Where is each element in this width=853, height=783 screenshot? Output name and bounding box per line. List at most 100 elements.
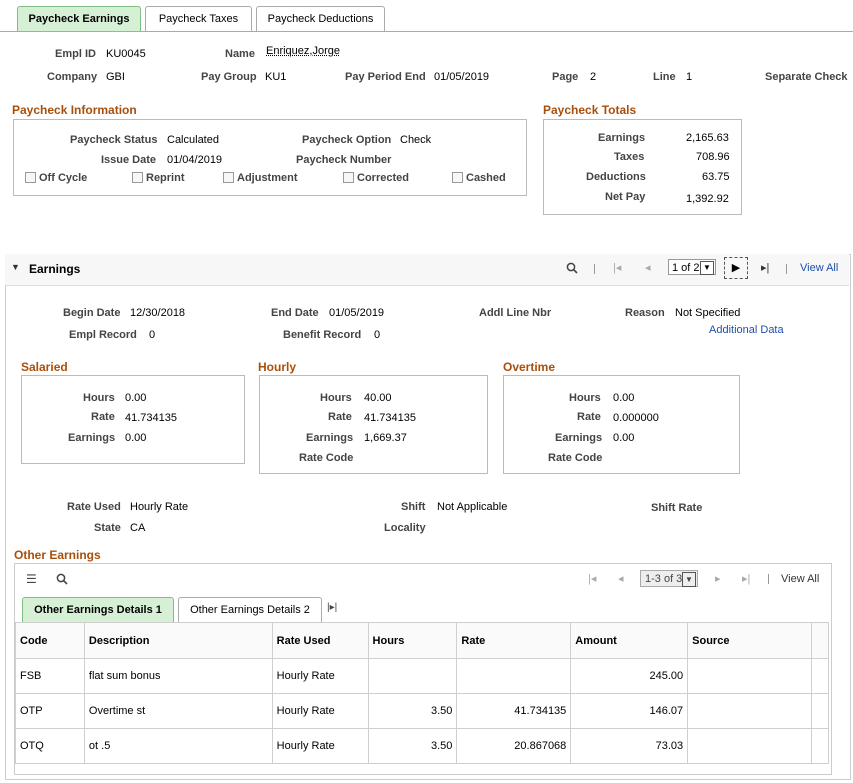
hourly-rate-code-label: Rate Code (299, 452, 354, 464)
page-value: 2 (590, 71, 597, 83)
cell-rate-used: Hourly Rate (271, 728, 369, 764)
cell-amount: 73.03 (570, 728, 689, 764)
earnings-header (5, 254, 849, 286)
search-icon[interactable] (56, 573, 68, 585)
previous-page-icon[interactable]: ◂ (618, 573, 624, 585)
additional-data-link[interactable]: Additional Data (709, 324, 784, 336)
pay-group-label: Pay Group (201, 71, 257, 83)
search-icon[interactable] (566, 262, 578, 274)
benefit-record-label: Benefit Record (283, 329, 362, 341)
last-page-icon[interactable]: ▸| (742, 573, 751, 585)
begin-date-label: Begin Date (63, 307, 121, 319)
other-earnings-view-all-link[interactable]: View All (781, 573, 820, 585)
previous-page-icon[interactable]: ◂ (645, 262, 651, 274)
salaried-hours-value: 0.00 (125, 392, 147, 404)
line-label: Line (653, 71, 676, 83)
collapse-triangle-icon[interactable]: ▼ (11, 262, 20, 272)
separator (594, 264, 595, 274)
totals-earnings-value: 2,165.63 (686, 132, 729, 144)
last-page-icon[interactable]: ▸| (761, 262, 770, 274)
empl-record-label: Empl Record (69, 329, 137, 341)
salaried-title: Salaried (21, 360, 68, 374)
pay-group-value: KU1 (265, 71, 287, 83)
begin-date-value: 12/30/2018 (130, 307, 186, 319)
other-earnings-pager-select[interactable]: 1-3 of 3 ▼ (640, 570, 698, 587)
salaried-earnings-label: Earnings (68, 432, 116, 444)
separator (768, 574, 769, 584)
first-page-icon[interactable]: |◂ (613, 262, 622, 274)
name-label: Name (225, 48, 255, 60)
shift-label: Shift (401, 501, 426, 513)
column-header-rate[interactable]: Rate (456, 622, 572, 659)
next-page-icon[interactable]: ▶ (724, 257, 748, 279)
paycheck-status-label: Paycheck Status (70, 134, 158, 146)
salaried-rate-label: Rate (91, 411, 115, 423)
shift-value: Not Applicable (437, 501, 508, 513)
corrected-label: Corrected (357, 172, 409, 184)
earnings-title: Earnings (29, 262, 81, 276)
addl-line-nbr-label: Addl Line Nbr (479, 307, 552, 319)
reprint-checkbox (132, 172, 143, 183)
totals-earnings-label: Earnings (598, 132, 646, 144)
company-label: Company (47, 71, 98, 83)
tab-paycheck-earnings[interactable]: Paycheck Earnings (17, 6, 141, 31)
other-earnings-table: Code Description Rate Used Hours Rate Am… (15, 622, 830, 764)
adjustment-label: Adjustment (237, 172, 298, 184)
earnings-pager-select[interactable]: 1 of 2 ▼ (668, 259, 716, 275)
cell-code: FSB (15, 658, 85, 694)
cell-source (687, 658, 812, 694)
state-label: State (94, 522, 121, 534)
cell-spacer (810, 658, 830, 694)
cell-rate-used: Hourly Rate (271, 693, 369, 729)
company-value: GBI (106, 71, 125, 83)
overtime-hours-label: Hours (569, 392, 601, 404)
cell-rate: 20.867068 (456, 728, 572, 764)
end-date-value: 01/05/2019 (329, 307, 385, 319)
show-all-columns-icon[interactable]: |▸| (327, 602, 338, 613)
paycheck-information-box (13, 119, 527, 196)
cell-rate-used: Hourly Rate (271, 658, 369, 694)
tab-other-earnings-details-1[interactable]: Other Earnings Details 1 (22, 597, 174, 623)
personalize-grid-icon[interactable]: ☰ (26, 572, 37, 586)
paycheck-information-title: Paycheck Information (12, 103, 137, 117)
separator (786, 264, 787, 274)
salaried-hours-label: Hours (83, 392, 115, 404)
salaried-rate-value: 41.734135 (125, 412, 177, 424)
overtime-rate-value: 0.000000 (613, 412, 659, 424)
column-header-source[interactable]: Source (687, 622, 812, 659)
cell-spacer (810, 693, 830, 729)
earnings-view-all-link[interactable]: View All (800, 262, 839, 274)
chevron-down-icon: ▼ (700, 261, 714, 275)
totals-net-pay-value: 1,392.92 (686, 193, 729, 205)
overtime-title: Overtime (503, 360, 556, 374)
tab-paycheck-deductions[interactable]: Paycheck Deductions (256, 6, 385, 31)
overtime-hours-value: 0.00 (613, 392, 635, 404)
hourly-earnings-label: Earnings (306, 432, 354, 444)
column-header-amount[interactable]: Amount (570, 622, 689, 659)
cell-code: OTQ (15, 728, 85, 764)
hourly-box (259, 375, 488, 474)
other-earnings-pager-value: 1-3 of 3 (645, 573, 683, 585)
next-page-icon[interactable]: ▸ (715, 573, 721, 585)
first-page-icon[interactable]: |◂ (588, 573, 597, 585)
tab-other-earnings-details-2[interactable]: Other Earnings Details 2 (178, 597, 322, 623)
cell-hours: 3.50 (367, 693, 458, 729)
salaried-earnings-value: 0.00 (125, 432, 147, 444)
paycheck-option-label: Paycheck Option (302, 134, 392, 146)
column-header-rate-used[interactable]: Rate Used (271, 622, 369, 659)
hourly-rate-value: 41.734135 (364, 412, 416, 424)
empl-id-label: Empl ID (55, 48, 96, 60)
cell-rate: 41.734135 (456, 693, 572, 729)
column-header-description[interactable]: Description (83, 622, 273, 659)
column-header-code[interactable]: Code (15, 622, 85, 659)
overtime-earnings-value: 0.00 (613, 432, 635, 444)
hourly-rate-label: Rate (328, 411, 352, 423)
paycheck-number-label: Paycheck Number (296, 154, 392, 166)
issue-date-label: Issue Date (101, 154, 157, 166)
other-earnings-title: Other Earnings (14, 548, 101, 562)
employee-name[interactable]: Enriquez,Jorge (266, 45, 340, 57)
tab-paycheck-taxes[interactable]: Paycheck Taxes (145, 6, 252, 31)
column-header-hours[interactable]: Hours (367, 622, 458, 659)
overtime-earnings-label: Earnings (555, 432, 603, 444)
cell-amount: 245.00 (570, 658, 689, 694)
